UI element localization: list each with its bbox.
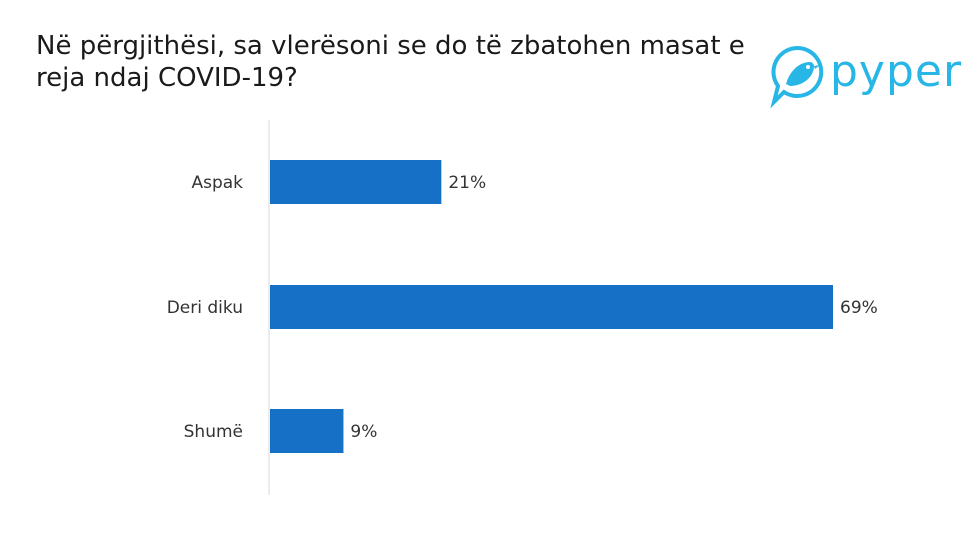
category-label: Deri diku xyxy=(167,298,243,318)
pyper-logo: pyper xyxy=(766,40,966,120)
bar-deri-diku xyxy=(270,285,833,329)
category-label: Shumë xyxy=(184,422,243,442)
value-label: 21% xyxy=(448,173,486,193)
logo-wordmark: pyper xyxy=(830,46,963,97)
bar-shumë xyxy=(270,409,344,453)
chart-title: Në përgjithësi, sa vlerësoni se do të zb… xyxy=(36,31,745,93)
bird-icon xyxy=(770,45,824,109)
bar-aspak xyxy=(270,160,442,204)
value-label: 9% xyxy=(350,422,377,442)
value-label: 69% xyxy=(840,298,878,318)
category-label: Aspak xyxy=(191,173,243,193)
